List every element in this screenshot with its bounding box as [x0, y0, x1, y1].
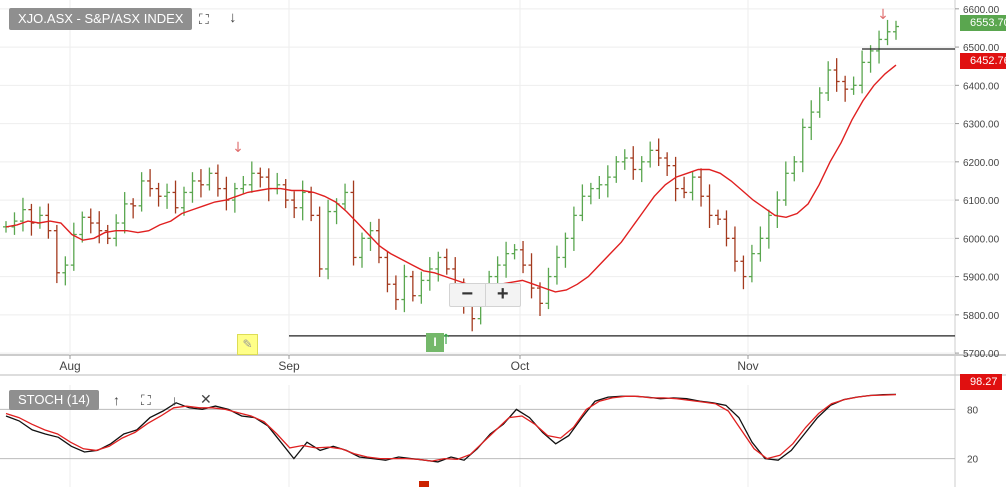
moving-average-line: [5, 64, 897, 293]
stoch-value-tag: 98.27: [960, 374, 1002, 390]
moving-avg-tag: 6452.76: [960, 53, 1006, 69]
last-price-tag: 6553.700: [960, 15, 1006, 31]
arrow-down-icon-stoch[interactable]: ↓: [171, 392, 178, 408]
chart-title: XJO.ASX - S&P/ASX INDEX: [18, 11, 184, 26]
y-tick-label: 5700.00: [963, 349, 1000, 360]
zoom-out-button[interactable]: −: [461, 283, 474, 305]
x-tick-label: Oct: [511, 359, 530, 373]
x-tick-label: Sep: [278, 359, 300, 373]
stoch-tick-label: 80: [967, 405, 979, 416]
info-marker-icon[interactable]: I: [426, 333, 444, 352]
y-tick-label: 6000.00: [963, 234, 1000, 245]
y-tick-label: 5800.00: [963, 311, 1000, 322]
stoch-line-k: [5, 393, 897, 463]
stoch-label: STOCH (14): [18, 392, 90, 407]
stoch-marker: [419, 481, 429, 487]
pencil-icon[interactable]: ✎: [237, 334, 258, 355]
buy-arrow-icon: ↑: [440, 332, 452, 348]
chart-title-badge[interactable]: XJO.ASX - S&P/ASX INDEX: [9, 8, 193, 30]
y-tick-label: 6100.00: [963, 196, 1000, 207]
sell-arrow-icon: ↓: [877, 7, 889, 23]
y-tick-label: 6600.00: [963, 5, 1000, 16]
x-tick-label: Aug: [59, 359, 80, 373]
stoch-tick-label: 20: [967, 455, 979, 466]
y-tick-label: 5900.00: [963, 273, 1000, 284]
arrow-down-icon[interactable]: ↓: [229, 9, 237, 26]
stoch-badge[interactable]: STOCH (14): [9, 390, 99, 410]
expand-icon-stoch[interactable]: ⛶: [141, 392, 151, 408]
arrow-up-icon[interactable]: ↑: [113, 392, 120, 408]
y-tick-label: 6400.00: [963, 81, 1000, 92]
expand-icon[interactable]: ⛶: [199, 11, 209, 27]
y-tick-label: 6500.00: [963, 43, 1000, 54]
sell-arrow-icon: ↓: [232, 140, 244, 156]
zoom-control: − +: [449, 283, 521, 307]
x-tick-label: Nov: [737, 359, 758, 373]
zoom-in-button[interactable]: +: [484, 284, 521, 306]
close-icon[interactable]: ✕: [200, 391, 212, 407]
y-tick-label: 6200.00: [963, 158, 1000, 169]
last-price-value: 6553.700: [970, 17, 1006, 29]
y-tick-label: 6300.00: [963, 120, 1000, 131]
moving-avg-value: 6452.76: [970, 55, 1006, 67]
stoch-line-d: [5, 393, 897, 462]
stoch-value: 98.27: [970, 376, 998, 388]
